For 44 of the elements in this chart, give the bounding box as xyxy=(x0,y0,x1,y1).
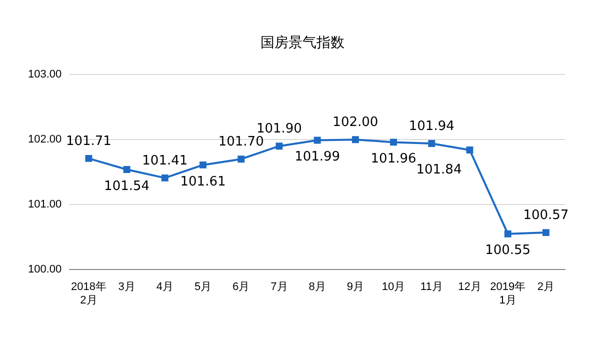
x-tick-label: 11月 xyxy=(420,281,443,294)
x-tick-label: 2019年 1月 xyxy=(490,281,526,306)
x-tick-label: 8月 xyxy=(308,281,326,294)
data-label: 101.70 xyxy=(218,134,264,150)
point xyxy=(542,229,550,236)
data-label: 101.54 xyxy=(104,178,150,194)
data-label: 101.71 xyxy=(66,134,112,149)
x-tick-label: 4月 xyxy=(156,281,174,294)
point xyxy=(276,142,283,150)
point xyxy=(161,174,168,182)
x-tick-label: 12月 xyxy=(458,281,482,294)
point xyxy=(466,146,474,154)
data-label: 101.96 xyxy=(370,152,416,167)
data-label: 100.55 xyxy=(485,243,531,258)
data-label: 102.00 xyxy=(332,114,378,130)
point xyxy=(85,154,92,162)
y-tick-label: 100.00 xyxy=(28,264,62,276)
x-tick-label: 9月 xyxy=(346,281,364,294)
x-tick-label: 2018年 2月 xyxy=(70,281,106,306)
data-label: 101.94 xyxy=(408,118,454,134)
y-tick-label: 102.00 xyxy=(28,134,62,146)
data-label: 101.84 xyxy=(416,162,462,178)
point xyxy=(123,166,130,173)
x-tick-label: 3月 xyxy=(118,281,136,294)
point xyxy=(428,140,436,147)
x-tick-label: 7月 xyxy=(270,281,288,294)
y-tick-label: 101.00 xyxy=(28,198,62,211)
point xyxy=(390,138,398,146)
x-tick-label: 5月 xyxy=(194,281,212,294)
y-tick-label: 103.00 xyxy=(28,68,62,81)
chart-title: 国房景气指数 xyxy=(260,34,346,52)
point xyxy=(352,136,359,144)
point xyxy=(200,161,206,168)
point xyxy=(314,136,321,144)
data-label: 100.57 xyxy=(523,208,569,223)
x-tick-label: 2月 xyxy=(537,281,555,294)
x-tick-label: 6月 xyxy=(232,281,250,294)
point xyxy=(504,230,512,238)
point xyxy=(238,156,245,163)
data-label: 101.41 xyxy=(142,153,188,168)
x-tick-label: 10月 xyxy=(382,281,406,294)
data-label: 101.99 xyxy=(294,150,340,165)
data-label: 101.90 xyxy=(256,121,302,136)
data-label: 101.61 xyxy=(180,174,226,190)
